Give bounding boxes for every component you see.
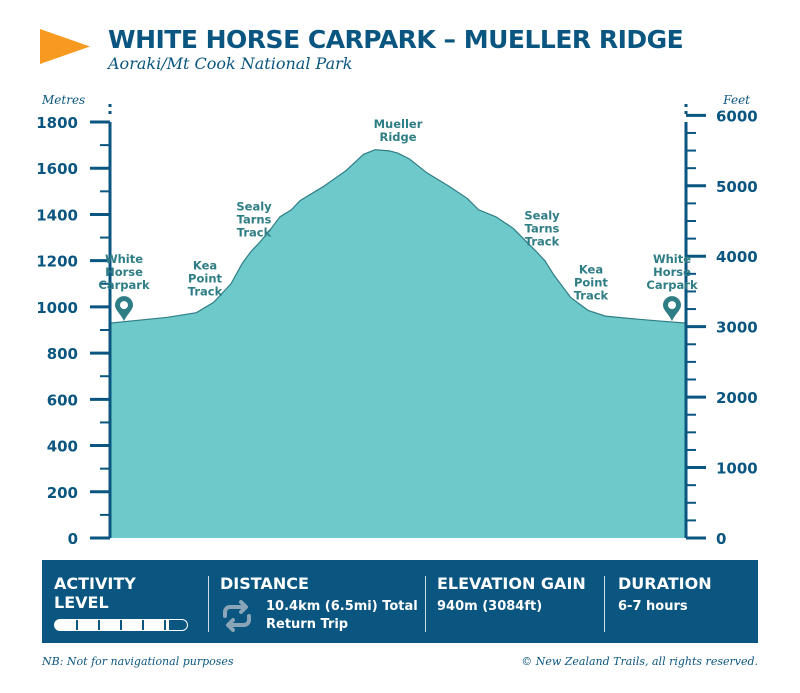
elevation-label: ELEVATION GAIN [437,574,586,593]
left-tick-label: 600 [47,391,78,409]
left-tick-label: 400 [47,438,78,456]
distance-section: DISTANCE 10.4km (6.5mi) Total Return Tri… [208,560,424,643]
waypoint-label: Carpark [98,278,150,292]
waypoint-label: Sealy [236,199,272,213]
right-tick-label: 3000 [716,319,758,337]
waypoint-label: Kea [579,262,603,276]
waypoint-label: White [105,252,143,266]
right-tick-label: 5000 [716,178,758,196]
left-tick-label: 1200 [36,253,78,271]
waypoint-label: White [653,252,691,266]
right-tick-label: 1000 [716,460,758,478]
activity-level-meter [54,619,188,631]
right-tick-label: 4000 [716,248,758,266]
elevation-profile-line [109,149,687,324]
distance-value-line2: Return Trip [266,617,349,632]
elevation-value: 940m (3084ft) [437,599,543,614]
divider [208,576,209,632]
divider [604,576,605,632]
activity-label-line1: ACTIVITY [54,574,136,593]
elevation-area [110,149,686,538]
duration-value: 6-7 hours [618,599,688,614]
waypoint-label: Tarns [237,212,272,226]
right-tick-label: 2000 [716,389,758,407]
left-tick-label: 1000 [36,299,78,317]
left-tick-label: 1400 [36,206,78,224]
waypoint-label: Track [237,225,272,239]
waypoint-label: Horse [653,265,691,279]
waypoint-label: Track [188,284,223,298]
left-tick-label: 800 [47,345,78,363]
waypoint-label: Mueller [374,117,423,131]
meter-segment-divider [120,620,122,630]
elevation-chart: Metres Feet 0 200 400 600 800 1000 1200 1400 1600 1… [36,93,758,548]
waypoint-label: Sealy [524,209,560,223]
meter-segment-divider [142,620,144,630]
left-axis-title: Metres [41,93,85,107]
distance-value-line1: 10.4km (6.5mi) Total [266,599,418,614]
activity-level-section: ACTIVITY LEVEL [42,560,207,643]
left-tick-label: 1800 [36,114,78,132]
waypoint-label: Point [574,275,608,289]
right-tick-label: 0 [716,530,726,548]
right-axis-title: Feet [722,93,750,107]
waypoint-label: Tarns [525,222,560,236]
elevation-section: ELEVATION GAIN 940m (3084ft) [425,560,603,643]
stats-panel: ACTIVITY LEVEL DISTANCE 10.4km (6.5mi) T… [42,560,758,643]
duration-section: DURATION 6-7 hours [604,560,758,643]
meter-segment-divider [76,620,78,630]
distance-label: DISTANCE [220,574,309,593]
repeat-icon [223,600,251,632]
waypoint-label: Point [188,271,222,285]
meter-segment-divider [98,620,100,630]
navigation-disclaimer: NB: Not for navigational purposes [42,655,234,668]
meter-segment-divider [164,620,166,630]
copyright-notice: © New Zealand Trails, all rights reserve… [521,655,758,668]
activity-label-line2: LEVEL [54,593,109,612]
left-tick-label: 0 [68,530,78,548]
map-pin-hole [120,301,128,310]
page-title: WHITE HORSE CARPARK – MUELLER RIDGE [108,25,684,54]
waypoint-label: Kea [193,258,217,272]
waypoint-label: Horse [105,265,143,279]
meter-empty-portion [169,620,187,630]
map-pin-hole [668,301,676,310]
left-tick-label: 200 [47,484,78,502]
duration-label: DURATION [618,574,712,593]
left-tick-label: 1600 [36,160,78,178]
waypoint-label: Ridge [379,130,416,144]
waypoint-label: Track [525,235,560,249]
divider [425,576,426,632]
right-tick-label: 6000 [716,107,758,125]
waypoint-label: Carpark [646,278,698,292]
orange-flag-icon [40,29,90,64]
waypoint-label: Track [574,288,609,302]
page-subtitle: Aoraki/Mt Cook National Park [108,54,353,73]
